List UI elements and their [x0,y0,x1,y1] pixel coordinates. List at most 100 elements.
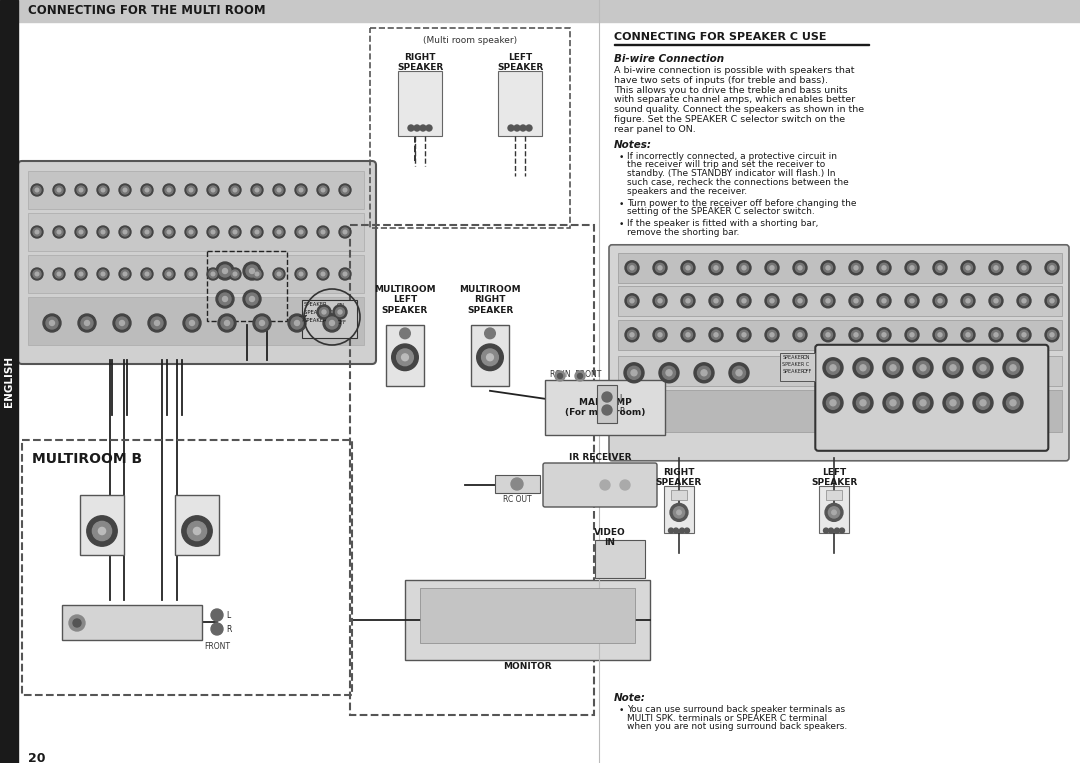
Circle shape [102,188,105,192]
Circle shape [684,330,692,340]
Circle shape [768,330,777,340]
Circle shape [212,230,215,233]
Circle shape [121,228,129,236]
Circle shape [793,294,807,307]
Circle shape [231,270,239,278]
Circle shape [295,320,299,326]
Bar [618,286,1062,316]
Bar [615,44,869,45]
Circle shape [482,349,498,365]
Circle shape [318,184,329,196]
Circle shape [684,296,692,305]
Circle shape [828,528,834,533]
Circle shape [53,268,65,280]
Circle shape [798,266,802,270]
Circle shape [211,609,222,621]
Text: R: R [619,407,624,416]
Circle shape [879,263,889,272]
Circle shape [319,186,327,194]
Circle shape [233,272,237,275]
Circle shape [53,226,65,238]
Bar [780,353,815,381]
Circle shape [798,299,802,303]
Circle shape [950,400,956,406]
Circle shape [625,261,639,275]
Circle shape [167,272,171,275]
Circle shape [685,528,689,533]
Circle shape [708,328,723,342]
Circle shape [882,299,886,303]
Circle shape [297,270,305,278]
Circle shape [627,296,636,305]
Circle shape [143,228,151,236]
Circle shape [53,184,65,196]
Circle shape [97,184,109,196]
Circle shape [946,362,959,375]
Circle shape [1048,330,1056,340]
Circle shape [740,330,748,340]
Circle shape [877,261,891,275]
Bar [22,440,352,695]
Text: (Multi room speaker): (Multi room speaker) [423,36,517,45]
Text: •: • [619,200,624,208]
Circle shape [920,400,926,406]
Circle shape [670,504,688,521]
Circle shape [989,294,1003,307]
Circle shape [602,392,612,402]
Circle shape [1045,328,1059,342]
Text: ON: ON [337,303,345,308]
Circle shape [824,528,828,533]
Circle shape [798,333,802,336]
Circle shape [994,333,998,336]
Circle shape [943,393,963,413]
Circle shape [278,188,281,192]
Circle shape [907,263,917,272]
Circle shape [233,188,237,192]
Circle shape [882,266,886,270]
Circle shape [339,226,351,238]
Circle shape [686,266,690,270]
Circle shape [318,226,329,238]
Circle shape [966,333,970,336]
Circle shape [121,186,129,194]
Circle shape [686,299,690,303]
Circle shape [256,317,268,329]
Bar [405,580,650,660]
Circle shape [973,393,993,413]
Circle shape [55,270,63,278]
Circle shape [946,396,959,409]
Text: R: R [226,625,231,634]
Circle shape [75,184,87,196]
Circle shape [666,370,672,376]
Circle shape [79,272,83,275]
Circle shape [839,528,845,533]
Circle shape [46,317,58,329]
Circle shape [273,226,285,238]
Circle shape [123,272,126,275]
Circle shape [910,299,914,303]
Circle shape [1050,266,1054,270]
Circle shape [273,184,285,196]
Circle shape [400,328,410,339]
Circle shape [75,268,87,280]
Circle shape [255,230,259,233]
Bar [597,385,617,423]
Circle shape [222,297,228,301]
Circle shape [320,307,328,317]
Circle shape [658,299,662,303]
Circle shape [123,230,126,233]
Text: OFF: OFF [337,320,347,325]
Circle shape [973,358,993,378]
Circle shape [1020,296,1028,305]
Circle shape [917,396,930,409]
Circle shape [151,317,163,329]
Circle shape [326,317,338,329]
Circle shape [119,226,131,238]
Text: MONITOR: MONITOR [502,662,551,671]
Circle shape [1048,296,1056,305]
Text: setting of the SPEAKER C selector switch.: setting of the SPEAKER C selector switch… [627,208,814,217]
Circle shape [99,270,107,278]
Circle shape [961,261,975,275]
Circle shape [77,270,85,278]
Circle shape [251,268,264,280]
